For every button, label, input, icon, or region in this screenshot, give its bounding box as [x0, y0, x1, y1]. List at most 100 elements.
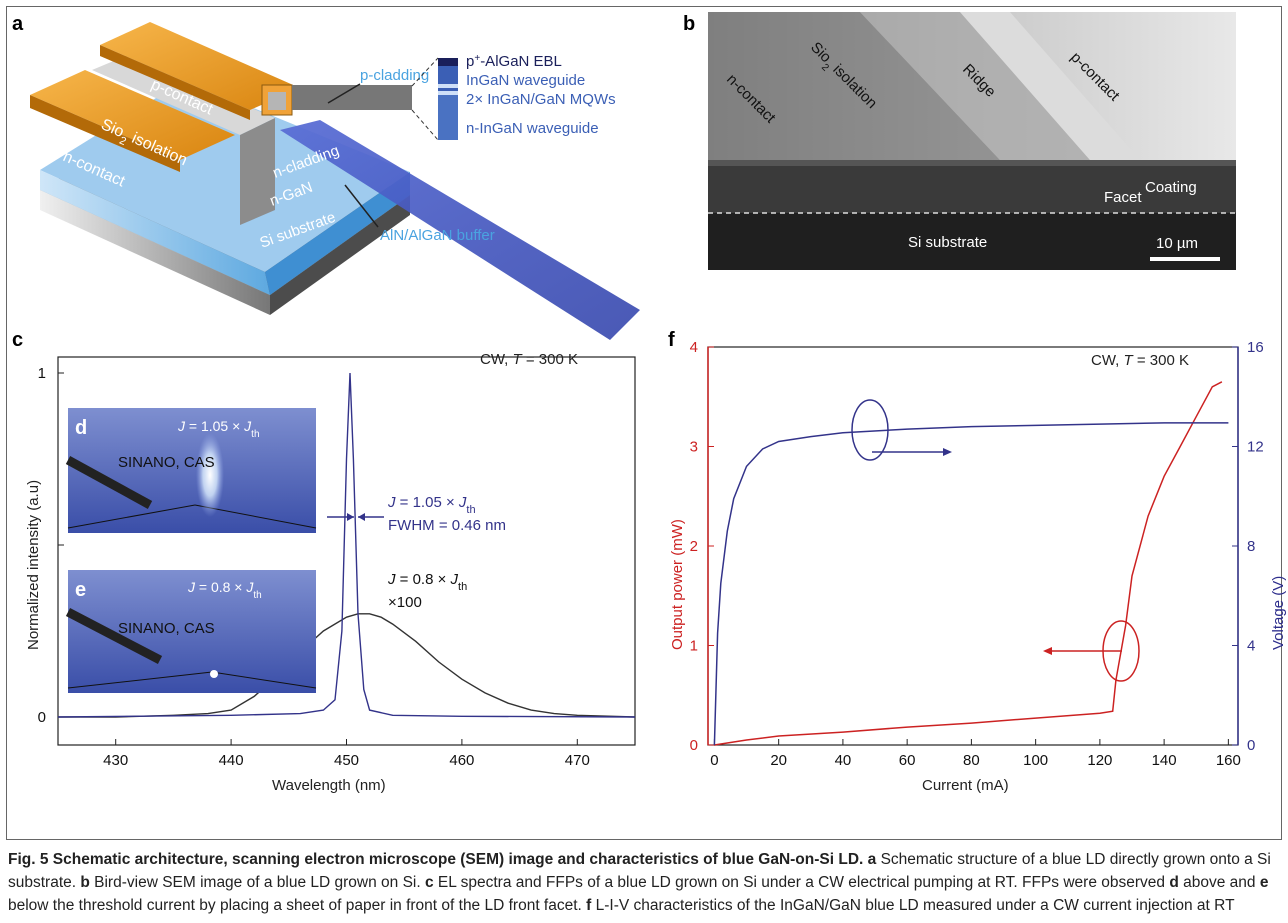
panel-c-x-tick-label: 460	[449, 752, 474, 769]
panel-f-right-y-tick-label: 12	[1247, 439, 1264, 456]
sem-coating	[708, 160, 1236, 166]
panel-f-xlabel: Current (mA)	[922, 777, 1009, 794]
stack-n-waveguide	[438, 95, 458, 140]
inset-d: d J = 1.05 × Jth SINANO, CAS	[65, 408, 317, 533]
panel-c-xlabel: Wavelength (nm)	[272, 777, 386, 794]
ridge-core	[268, 92, 286, 110]
sem-ridge-region	[960, 12, 1140, 160]
voltage-curve-marker	[851, 399, 889, 461]
panel-f-ylabel-right: Voltage (V)	[1270, 576, 1287, 650]
sem-scale-bar	[1150, 257, 1220, 261]
inset-e-probe	[65, 608, 163, 664]
caption-a-text: Schematic structure of a blue LD directl…	[8, 851, 1271, 891]
panel-f-left-y-tick-label: 1	[690, 638, 698, 655]
inset-e: e J = 0.8 × Jth SINANO, CAS	[65, 570, 317, 693]
panel-f-right-y-tick-label: 0	[1247, 737, 1255, 754]
inset-d-spot	[196, 433, 224, 517]
panel-c-ylabel: Normalized intensity (a.u)	[25, 480, 42, 650]
fwhm-arrowhead-right	[358, 513, 365, 521]
ann-x100: ×100	[388, 594, 422, 611]
laser-beam	[280, 120, 640, 340]
panel-label-c: c	[12, 329, 23, 351]
caption-fig-number: Fig. 5	[8, 851, 49, 868]
gan-layer-front	[265, 172, 410, 295]
inset-e-letter: e	[75, 579, 86, 601]
sem-facet	[708, 165, 1236, 213]
inset-e-watermark: SINANO, CAS	[118, 620, 215, 637]
inset-e-condition: J = 0.8 × Jth	[187, 579, 262, 601]
panel-f-right-y-tick-label: 8	[1247, 538, 1255, 555]
panel-f-ylabel-left: Output power (mW)	[669, 519, 686, 650]
p-contact-pad-side	[100, 45, 250, 120]
panel-f-x-tick-label: 140	[1152, 752, 1177, 769]
panel-c-y-tick-label: 0	[38, 709, 46, 726]
caption-d-text: above and	[1178, 874, 1256, 891]
panel-c-x-tick-label: 470	[565, 752, 590, 769]
voltage-line	[713, 422, 1229, 746]
panel-f-left-y-tick-label: 2	[690, 538, 698, 555]
panel-b: b n-contact Sio2 isolation Ridge p-conta…	[683, 12, 1236, 270]
panel-f-axes-frame	[707, 346, 1239, 746]
figure-caption: Fig. 5 Schematic architecture, scanning …	[8, 848, 1280, 917]
sio2-layer-front	[240, 118, 275, 225]
panel-a: a p-contact Sio2 isolation n-contact n-c…	[12, 13, 640, 340]
caption-f-letter: f	[581, 897, 592, 914]
stack-mqw-1	[438, 84, 458, 88]
sem-scale-label: 10 µm	[1156, 235, 1198, 252]
p-cladding-pointer	[327, 83, 361, 104]
inset-e-spot	[210, 670, 218, 678]
caption-title: Schematic architecture, scanning electro…	[48, 851, 864, 868]
caption-c-letter: c	[420, 874, 434, 891]
series-above-threshold-line	[57, 372, 636, 718]
stack-barrier	[438, 88, 458, 91]
ann-black-condition: J = 0.8 × Jth	[387, 571, 467, 593]
panel-f-right-y-tick-label: 16	[1247, 339, 1264, 356]
label-stack-mqw: 2× InGaN/GaN MQWs	[466, 91, 616, 108]
caption-e-text: below the threshold current by placing a…	[8, 897, 582, 914]
zoom-line-top	[411, 57, 439, 87]
caption-c-text: EL spectra and FFPs of a blue LD grown o…	[433, 874, 1166, 891]
panel-c-y-tick-label: 1	[38, 365, 46, 382]
panel-f-x-tick-label: 100	[1023, 752, 1048, 769]
label-stack-ebl: p+-AlGaN EBL	[466, 53, 562, 71]
caption-b-letter: b	[76, 874, 90, 891]
panel-label-a: a	[12, 13, 24, 35]
si-substrate-front	[270, 195, 410, 315]
panel-c-x-tick-label: 430	[103, 752, 128, 769]
figure-canvas: a p-contact Sio2 isolation n-contact n-c…	[12, 12, 1287, 794]
n-contact-pad	[30, 70, 235, 160]
zoom-line-bottom	[411, 109, 439, 141]
fwhm-arrowhead-left	[347, 513, 354, 521]
panel-f-left-y-tick-label: 0	[690, 737, 698, 754]
caption-e-letter: e	[1255, 874, 1269, 891]
n-contact-pad-side	[30, 95, 180, 172]
sem-substrate	[708, 213, 1236, 270]
si-substrate-side	[40, 190, 270, 315]
voltage-axis-arrowhead	[943, 448, 952, 456]
power-axis-arrowhead	[1043, 647, 1052, 655]
caption-a-letter: a	[863, 851, 877, 868]
panel-f-left-y-tick-label: 4	[690, 339, 698, 356]
panel-c: c Normalized intensity (a.u) Wavelength …	[12, 329, 636, 794]
panel-c-x-tick-label: 440	[219, 752, 244, 769]
panel-f-x-tick-label: 20	[770, 752, 787, 769]
inset-d-probe	[65, 456, 153, 509]
sem-label-facet: Facet	[1104, 189, 1142, 206]
inset-d-edge-1	[67, 504, 196, 529]
panel-label-f: f	[668, 329, 675, 351]
sem-n-contact-region	[708, 12, 1000, 160]
ann-fwhm: FWHM = 0.46 nm	[388, 517, 506, 534]
sem-label-coating: Coating	[1145, 179, 1197, 196]
series-below-threshold-line	[58, 613, 636, 718]
caption-d-letter: d	[1165, 874, 1179, 891]
caption-f-text: L-I-V characteristics of the InGaN/GaN b…	[591, 897, 1235, 914]
caption-b-text: Bird-view SEM image of a blue LD grown o…	[89, 874, 421, 891]
inset-d-image	[68, 408, 316, 533]
figure-frame	[6, 6, 1282, 840]
panel-f-condition: CW, T = 300 K	[1091, 352, 1189, 369]
panel-f-left-y-tick-label: 3	[690, 439, 698, 456]
stack-ebl	[438, 58, 458, 66]
inset-d-letter: d	[75, 417, 87, 439]
label-p-cladding: p-cladding	[360, 67, 429, 84]
stack-waveguide	[438, 66, 458, 84]
